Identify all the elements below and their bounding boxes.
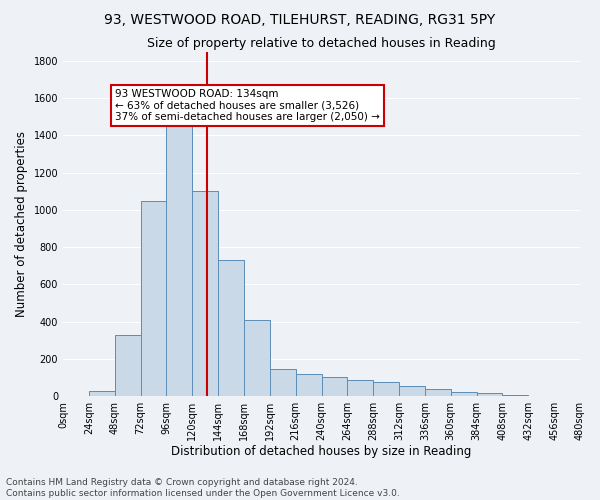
Bar: [399, 386, 425, 396]
Bar: [322, 376, 347, 396]
Bar: [347, 380, 373, 396]
Title: Size of property relative to detached houses in Reading: Size of property relative to detached ho…: [147, 38, 496, 51]
Bar: [192, 192, 218, 396]
Text: 93, WESTWOOD ROAD, TILEHURST, READING, RG31 5PY: 93, WESTWOOD ROAD, TILEHURST, READING, R…: [104, 12, 496, 26]
Bar: [115, 335, 140, 396]
Bar: [451, 392, 476, 396]
Y-axis label: Number of detached properties: Number of detached properties: [15, 131, 28, 317]
Bar: [89, 390, 115, 396]
Bar: [296, 374, 322, 396]
Text: Contains HM Land Registry data © Crown copyright and database right 2024.
Contai: Contains HM Land Registry data © Crown c…: [6, 478, 400, 498]
Bar: [218, 260, 244, 396]
Text: 93 WESTWOOD ROAD: 134sqm
← 63% of detached houses are smaller (3,526)
37% of sem: 93 WESTWOOD ROAD: 134sqm ← 63% of detach…: [115, 89, 380, 122]
Bar: [166, 126, 192, 396]
X-axis label: Distribution of detached houses by size in Reading: Distribution of detached houses by size …: [172, 444, 472, 458]
Bar: [140, 200, 166, 396]
Bar: [244, 320, 270, 396]
Bar: [373, 382, 399, 396]
Bar: [476, 394, 502, 396]
Bar: [270, 369, 296, 396]
Bar: [425, 389, 451, 396]
